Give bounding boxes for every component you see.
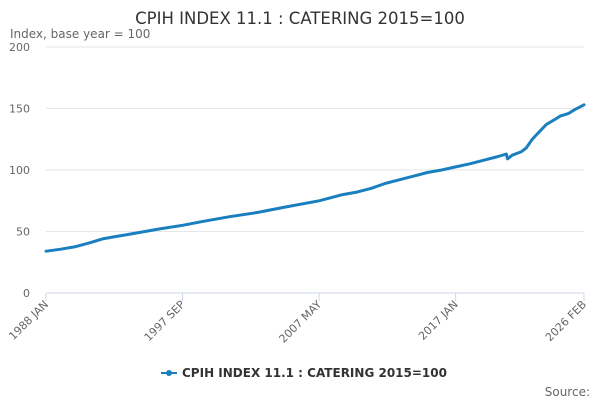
plot-area [44,103,586,253]
chart-title: CPIH INDEX 11.1 : CATERING 2015=100 [135,9,465,28]
x-tick-label: 2007 MAY [277,298,325,346]
y-tick-label: 0 [23,287,30,300]
chart-subtitle: Index, base year = 100 [10,27,150,41]
legend-label[interactable]: CPIH INDEX 11.1 : CATERING 2015=100 [182,366,447,380]
y-tick-label: 200 [9,41,30,54]
legend[interactable]: CPIH INDEX 11.1 : CATERING 2015=100 [161,366,447,380]
source-label: Source: [545,385,590,399]
x-tick-label: 2026 FEB [543,298,589,344]
y-tick-label: 150 [9,103,30,116]
grid-lines [46,46,584,294]
legend-swatch-marker [166,370,172,376]
y-axis: 0 50 100 150 200 [9,41,30,300]
x-tick-label: 1988 JAN [6,298,51,343]
series-line[interactable] [44,103,586,253]
x-tick-label: 1997 SEP [142,298,188,344]
y-tick-label: 100 [9,164,30,177]
y-tick-label: 50 [16,226,30,239]
x-axis: 1988 JAN 1997 SEP 2007 MAY 2017 JAN 2026 FEB [6,292,589,346]
x-tick-label: 2017 JAN [416,298,461,343]
